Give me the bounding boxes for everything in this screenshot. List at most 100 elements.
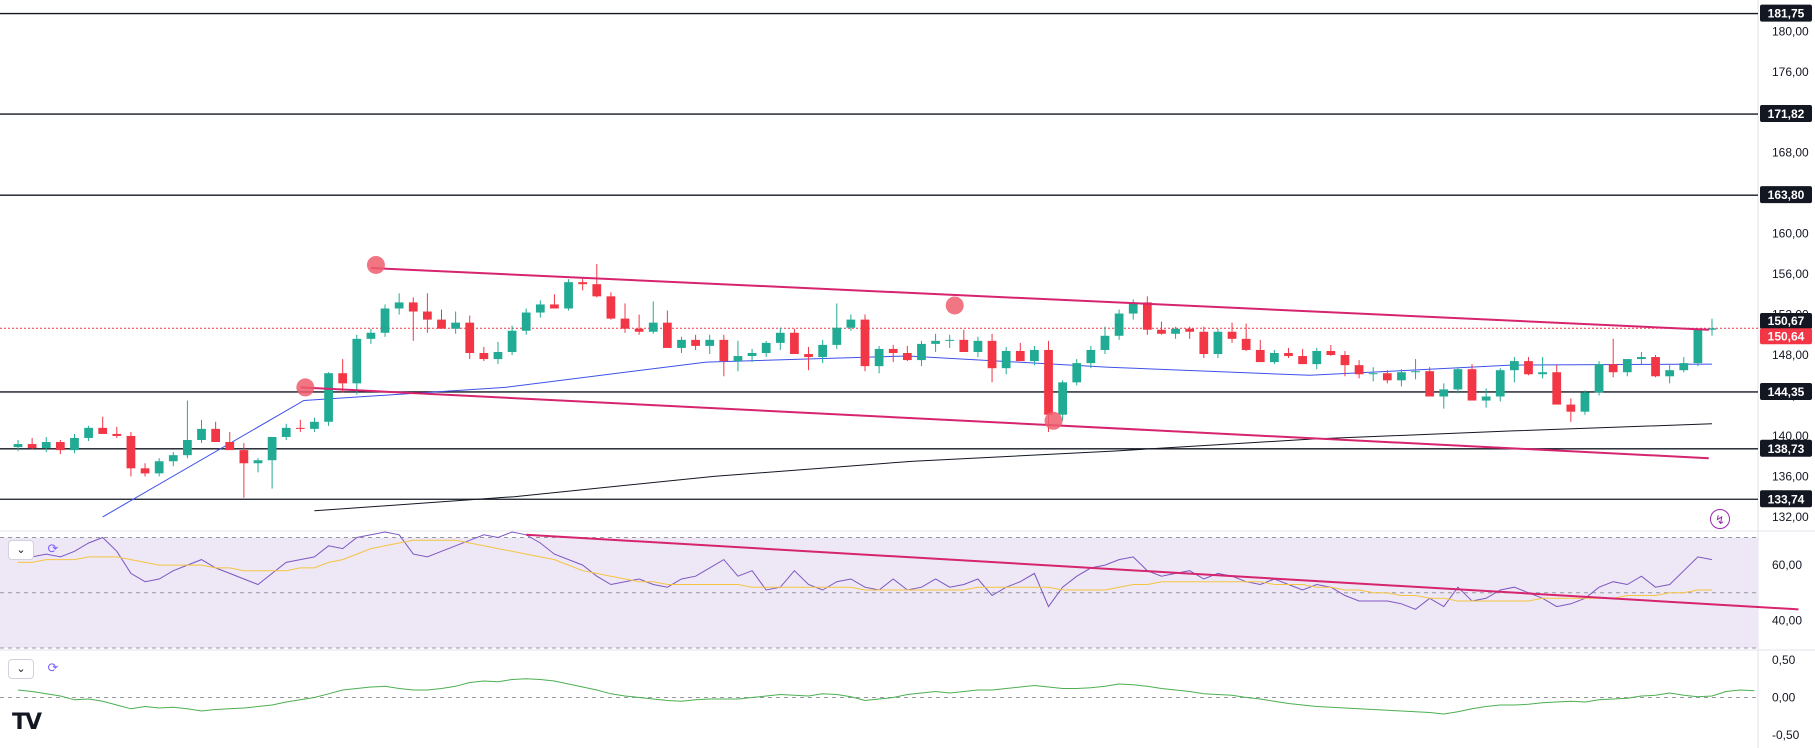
candle [1608,338,1618,378]
candle [1665,365,1675,384]
candle [634,314,644,335]
candle-body [1213,331,1223,355]
candle [987,333,997,383]
candle-body [874,348,884,367]
candle-body [479,352,489,360]
candle-body [1566,404,1576,412]
candle-body [451,322,460,329]
rsi-refresh-icon[interactable]: ⟳ [47,542,59,557]
candle [790,328,799,355]
channel-trendline [370,267,1709,331]
candle [1072,359,1082,386]
price-axis-label: 160,00 [1772,227,1809,241]
candle [1397,369,1406,387]
oscillator-axis-label: 0,50 [1772,653,1796,667]
candle [211,421,221,443]
candle-body [1340,355,1350,366]
candle [1340,350,1350,377]
candle [338,359,348,393]
candle-body [267,436,277,461]
candle [846,314,856,331]
candle [1651,355,1660,378]
oscillator-refresh-icon[interactable]: ⟳ [47,661,59,676]
candle [1114,309,1124,340]
level-price-label: 138,73 [1768,442,1805,456]
candle-body [183,439,192,456]
rsi-axis-label: 40,00 [1772,613,1802,627]
candle [465,315,475,360]
candle-body [197,428,206,440]
candle [1298,348,1307,365]
candle-body [733,356,743,362]
candle [1382,370,1392,384]
price-axis-label: 176,00 [1772,65,1809,79]
candle [225,431,235,451]
candle [1693,328,1703,367]
candle [550,294,559,309]
candle-body [324,373,333,422]
candle [1185,326,1195,339]
candle-body [1495,370,1505,397]
candle [1411,359,1420,380]
lightning-icon[interactable]: ↯ [1710,509,1730,529]
candle-body [1637,357,1646,360]
candle-body [1693,329,1703,364]
candle [761,340,771,358]
tradingview-logo: TV [12,710,42,735]
current-price-label: 150,67 [1768,314,1805,328]
price-axis-label: 180,00 [1772,24,1809,38]
candle-body [775,332,785,343]
candle [1270,349,1279,365]
candle-body [1227,331,1237,339]
candle [324,372,333,426]
candle [1284,347,1293,359]
candle-body [1185,328,1195,332]
candle-body [338,373,348,384]
candle-body [1241,338,1251,350]
oscillator-collapse-button[interactable]: ⌄ [8,659,34,679]
candle [1439,383,1449,409]
rsi-series-line [18,539,1712,602]
candle [1524,357,1533,376]
candle-body [295,427,305,429]
candle-body [253,460,263,464]
candle-body [352,338,362,384]
candle-body [1001,350,1011,369]
candle-body [1142,302,1152,330]
pivot-marker [1044,411,1063,430]
candle [352,334,362,395]
price-axis-label: 148,00 [1772,348,1809,362]
candle-body [168,455,178,462]
candle-body [592,284,602,297]
candle-body [747,352,757,357]
candle-body [888,348,898,353]
candle-body [606,296,616,319]
candle-body [225,442,235,451]
candle [1453,367,1463,394]
candle [267,436,277,489]
current-price-tag [1760,313,1812,330]
candle-body [677,339,686,348]
level-price-label: 171,82 [1768,107,1805,121]
candle-body [1651,357,1660,377]
rsi-collapse-button[interactable]: ⌄ [8,540,34,560]
candle-body [1044,349,1053,415]
candle [1679,357,1689,373]
candle [917,340,926,367]
candle-body [84,427,93,438]
candle-body [761,342,771,353]
candle [677,336,686,353]
candle [281,423,291,440]
candle-body [1608,364,1618,373]
candle [888,344,898,363]
candle [1171,326,1180,339]
candle [70,433,79,454]
oscillator-series-line [17,678,1755,715]
level-price-tag [1760,382,1812,400]
candle [1312,347,1322,370]
candle [1015,342,1025,362]
candle-body [648,322,658,332]
candle-body [465,322,475,353]
candle [310,417,319,432]
